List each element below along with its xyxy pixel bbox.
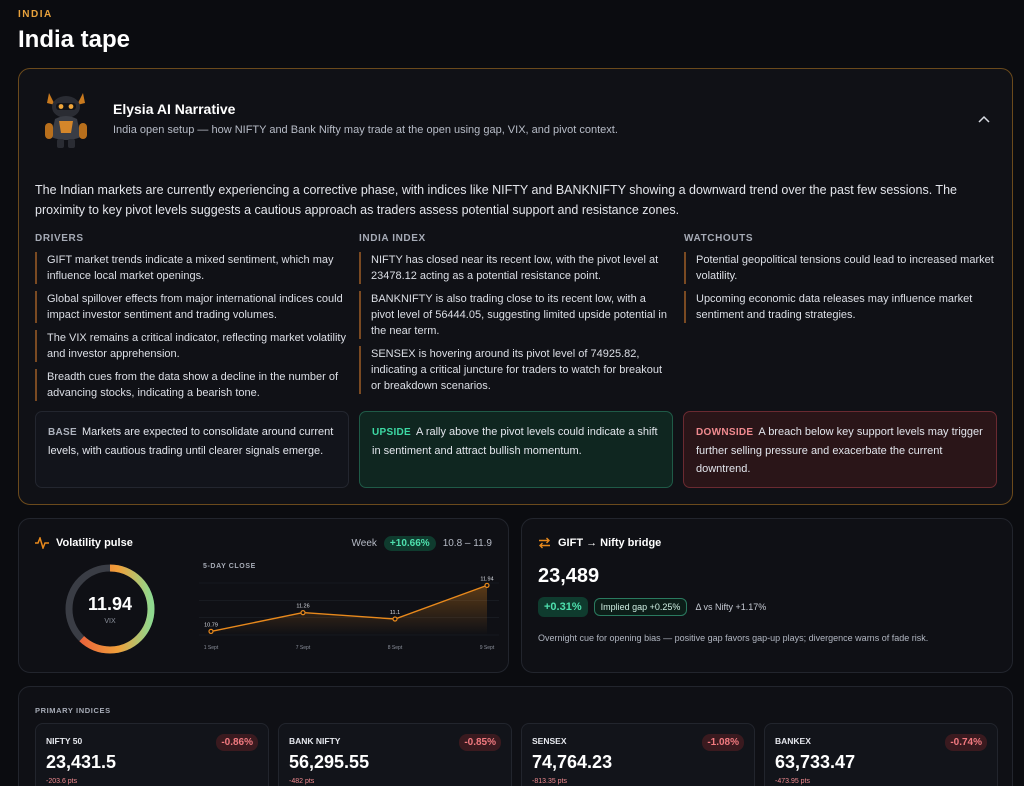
- primary-indices-section: PRIMARY INDICES NIFTY 50 -0.86% 23,431.5…: [18, 686, 1013, 786]
- index-value: 56,295.55: [289, 752, 370, 772]
- index-change-badge: -0.85%: [459, 734, 501, 751]
- driver-item: The VIX remains a critical indicator, re…: [35, 330, 347, 362]
- scenario-upside: UPSIDE A rally above the pivot levels cou…: [359, 411, 673, 488]
- week-label: Week: [351, 538, 377, 549]
- gift-note: Overnight cue for opening bias — positiv…: [538, 633, 929, 643]
- watchouts-heading: WATCHOUTS: [684, 233, 754, 244]
- index-value: 23,431.5: [46, 752, 117, 772]
- page-title: India tape: [18, 26, 131, 53]
- data-label: 11.1: [390, 610, 400, 616]
- gift-title: GIFT → Nifty bridge: [558, 537, 662, 549]
- gift-nifty-bridge-card: GIFT → Nifty bridge 23,489 +0.31% Implie…: [521, 518, 1013, 673]
- x-tick-label: 1 Sept: [204, 645, 219, 651]
- primary-indices-title: PRIMARY INDICES: [35, 706, 111, 715]
- implied-gap-badge: Implied gap +0.25%: [593, 598, 688, 616]
- index-change-badge: -0.74%: [945, 734, 987, 751]
- index-name: BANKEX: [775, 736, 811, 746]
- scenario-upside-tag: UPSIDE: [372, 427, 412, 438]
- series-line: [210, 584, 488, 633]
- scenario-base-text: Markets are expected to consolidate arou…: [48, 426, 334, 457]
- ai-narrative-card: Elysia AI Narrative India open setup — h…: [18, 68, 1013, 505]
- india-index-item: BANKNIFTY is also trading close to its r…: [359, 291, 671, 339]
- page-eyebrow: INDIA: [18, 9, 53, 20]
- delta-vs-nifty: Δ vs Nifty +1.17%: [695, 602, 767, 612]
- drivers-column: DRIVERS GIFT market trends indicate a mi…: [35, 233, 347, 408]
- data-point[interactable]: [208, 628, 214, 635]
- series-area: [211, 585, 487, 635]
- index-name: BANK NIFTY: [289, 736, 341, 746]
- pulse-icon: [35, 537, 49, 549]
- x-tick-label: 9 Sept: [480, 645, 495, 651]
- elysia-mascot-icon: [45, 93, 87, 148]
- data-point[interactable]: [484, 582, 490, 588]
- vix-label: VIX: [104, 618, 116, 625]
- index-name: NIFTY 50: [46, 736, 83, 746]
- volatility-header: Volatility pulse: [35, 537, 133, 549]
- index-card-sensex[interactable]: SENSEX -1.08% 74,764.23 -813.35 pts: [521, 723, 755, 786]
- scenario-base: BASE Markets are expected to consolidate …: [35, 411, 349, 488]
- driver-item: GIFT market trends indicate a mixed sent…: [35, 252, 347, 284]
- watchout-item: Upcoming economic data releases may infl…: [684, 291, 996, 323]
- week-change-badge: +10.66%: [383, 536, 436, 551]
- vix-gauge: [65, 564, 155, 654]
- week-range: 10.8 – 11.9: [442, 538, 492, 549]
- data-label: 11.26: [296, 604, 309, 610]
- data-label: 11.94: [480, 576, 493, 582]
- index-points: -473.95 pts: [775, 778, 811, 785]
- week-summary: Week +10.66% 10.8 – 11.9: [352, 536, 492, 551]
- x-tick-label: 7 Sept: [296, 645, 311, 651]
- five-day-close-chart: 10.79 1 Sept 11.26 7 Sept 11.1 8 Sept 11.94 9 S…: [199, 576, 499, 651]
- data-point[interactable]: [392, 616, 398, 622]
- index-name: SENSEX: [532, 736, 567, 746]
- index-points: -813.35 pts: [532, 778, 568, 785]
- index-change-badge: -0.86%: [216, 734, 258, 751]
- volatility-pulse-card: Volatility pulse Week +10.66% 10.8 – 11.…: [18, 518, 509, 673]
- drivers-heading: DRIVERS: [35, 233, 84, 244]
- scenario-downside-tag: DOWNSIDE: [696, 427, 754, 438]
- chevron-up-icon: [978, 115, 990, 123]
- data-point[interactable]: [300, 609, 306, 616]
- swap-arrows-icon: [539, 537, 550, 549]
- index-value: 63,733.47: [775, 752, 856, 772]
- scenario-downside: DOWNSIDE A breach below key support level…: [683, 411, 997, 488]
- index-card-bankex[interactable]: BANKEX -0.74% 63,733.47 -473.95 pts: [764, 723, 998, 786]
- driver-item: Global spillover effects from major inte…: [35, 291, 347, 323]
- index-points: -203.6 pts: [46, 778, 78, 785]
- index-value: 74,764.23: [532, 752, 613, 772]
- narrative-subtitle: India open setup — how NIFTY and Bank Ni…: [113, 124, 618, 136]
- narrative-lead: The Indian markets are currently experie…: [35, 183, 957, 217]
- scenario-base-tag: BASE: [48, 427, 77, 438]
- spark-title: 5-DAY CLOSE: [203, 563, 256, 570]
- scenario-upside-text: A rally above the pivot levels could ind…: [372, 426, 658, 457]
- gift-change-badge: +0.31%: [538, 597, 588, 617]
- index-card-nifty50[interactable]: NIFTY 50 -0.86% 23,431.5 -203.6 pts: [35, 723, 269, 786]
- india-index-item: NIFTY has closed near its recent low, wi…: [359, 252, 671, 284]
- driver-item: Breadth cues from the data show a declin…: [35, 369, 347, 401]
- x-tick-label: 8 Sept: [388, 645, 403, 651]
- narrative-title: Elysia AI Narrative: [113, 101, 236, 117]
- gift-header: GIFT → Nifty bridge: [538, 537, 661, 549]
- collapse-button[interactable]: [972, 107, 996, 131]
- watchout-item: Potential geopolitical tensions could le…: [684, 252, 996, 284]
- scenario-downside-text: A breach below key support levels may tr…: [696, 426, 983, 475]
- data-label: 10.79: [204, 622, 218, 628]
- vix-value: 11.94: [87, 594, 133, 614]
- gift-badges: +0.31% Implied gap +0.25% Δ vs Nifty +1.…: [538, 597, 766, 617]
- index-change-badge: -1.08%: [702, 734, 744, 751]
- india-index-item: SENSEX is hovering around its pivot leve…: [359, 346, 671, 394]
- volatility-title: Volatility pulse: [56, 537, 133, 549]
- gift-value: 23,489: [538, 565, 600, 587]
- watchouts-column: WATCHOUTS Potential geopolitical tension…: [684, 233, 996, 330]
- index-card-banknifty[interactable]: BANK NIFTY -0.85% 56,295.55 -482 pts: [278, 723, 512, 786]
- india-index-heading: INDIA INDEX: [359, 233, 426, 244]
- index-points: -482 pts: [289, 778, 315, 785]
- india-index-column: INDIA INDEX NIFTY has closed near its re…: [359, 233, 671, 401]
